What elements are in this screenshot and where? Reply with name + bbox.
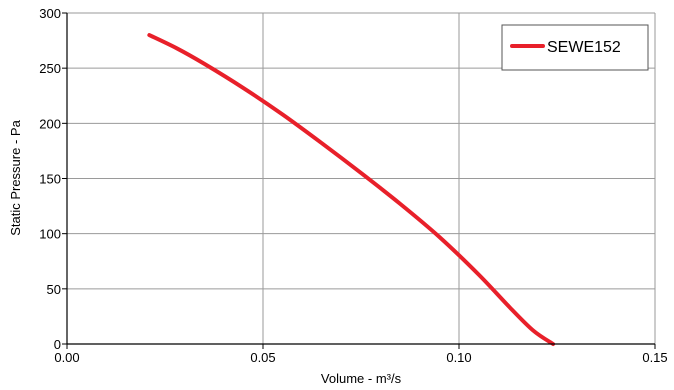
y-tick-label: 250 — [39, 61, 61, 76]
legend: SEWE152 — [501, 24, 649, 71]
x-axis-title: Volume - m³/s — [321, 371, 402, 386]
x-tick-label: 0.10 — [446, 350, 471, 365]
y-tick-label: 200 — [39, 116, 61, 131]
gridlines — [67, 12, 656, 344]
x-tick-label: 0.05 — [250, 350, 275, 365]
y-tick-label: 100 — [39, 227, 61, 242]
tick-marks — [62, 12, 656, 349]
y-tick-label: 300 — [39, 6, 61, 21]
tick-labels: 0.00 0.05 0.10 0.15 0 50 100 150 200 250 300 — [39, 6, 667, 365]
series-line-sewe152 — [147, 33, 556, 346]
series-layer — [147, 33, 556, 346]
x-tick-label: 0.00 — [54, 350, 79, 365]
y-tick-label: 150 — [39, 172, 61, 187]
y-tick-label: 0 — [54, 337, 61, 352]
y-axis-title: Static Pressure - Pa — [8, 119, 23, 235]
legend-label-sewe152: SEWE152 — [547, 39, 621, 56]
x-tick-label: 0.15 — [642, 350, 667, 365]
y-tick-label: 50 — [47, 282, 61, 297]
